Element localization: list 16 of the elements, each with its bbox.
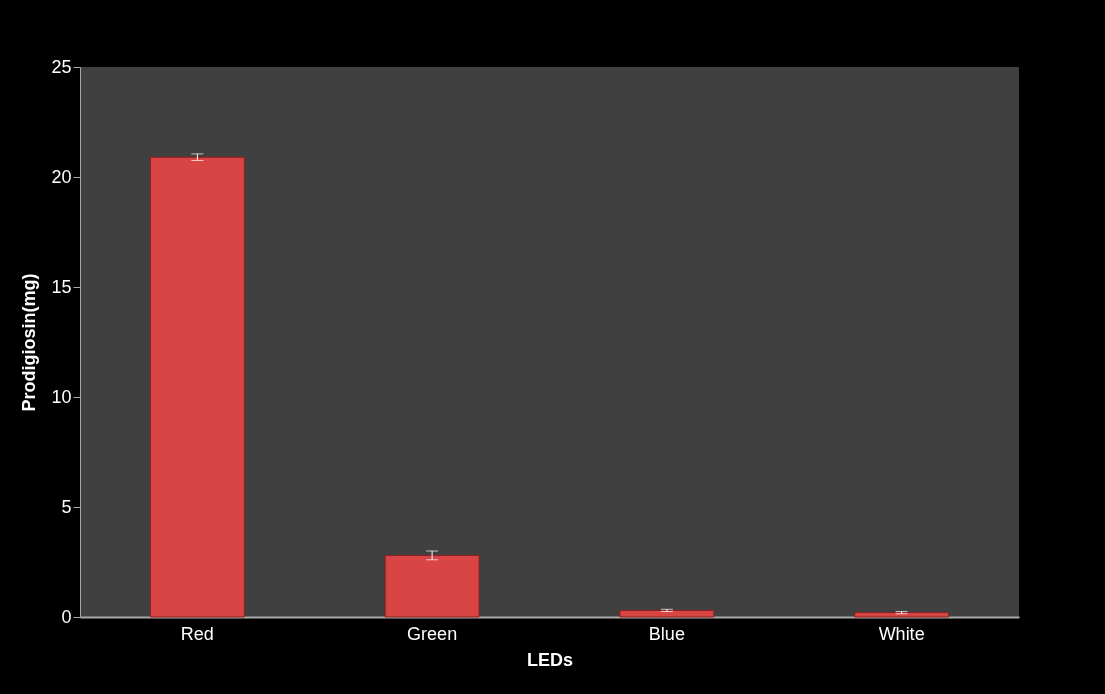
x-tick-label: White xyxy=(878,623,925,644)
bar xyxy=(149,156,245,618)
x-tick-label: Red xyxy=(180,623,214,644)
y-tick-label: 5 xyxy=(61,496,72,517)
y-tick-label: 0 xyxy=(61,606,72,627)
bar xyxy=(619,609,715,618)
y-axis-title: Prodigiosin(mg) xyxy=(19,273,40,412)
bar xyxy=(384,554,480,618)
bar xyxy=(854,612,950,618)
y-tick-label: 25 xyxy=(51,56,72,77)
y-tick-label: 10 xyxy=(51,386,72,407)
y-tick-label: 15 xyxy=(51,276,72,297)
x-tick-label: Green xyxy=(407,623,458,644)
x-tick-label: Blue xyxy=(648,623,685,644)
y-tick-label: 20 xyxy=(51,166,72,187)
x-axis-title: LEDs xyxy=(526,649,574,670)
